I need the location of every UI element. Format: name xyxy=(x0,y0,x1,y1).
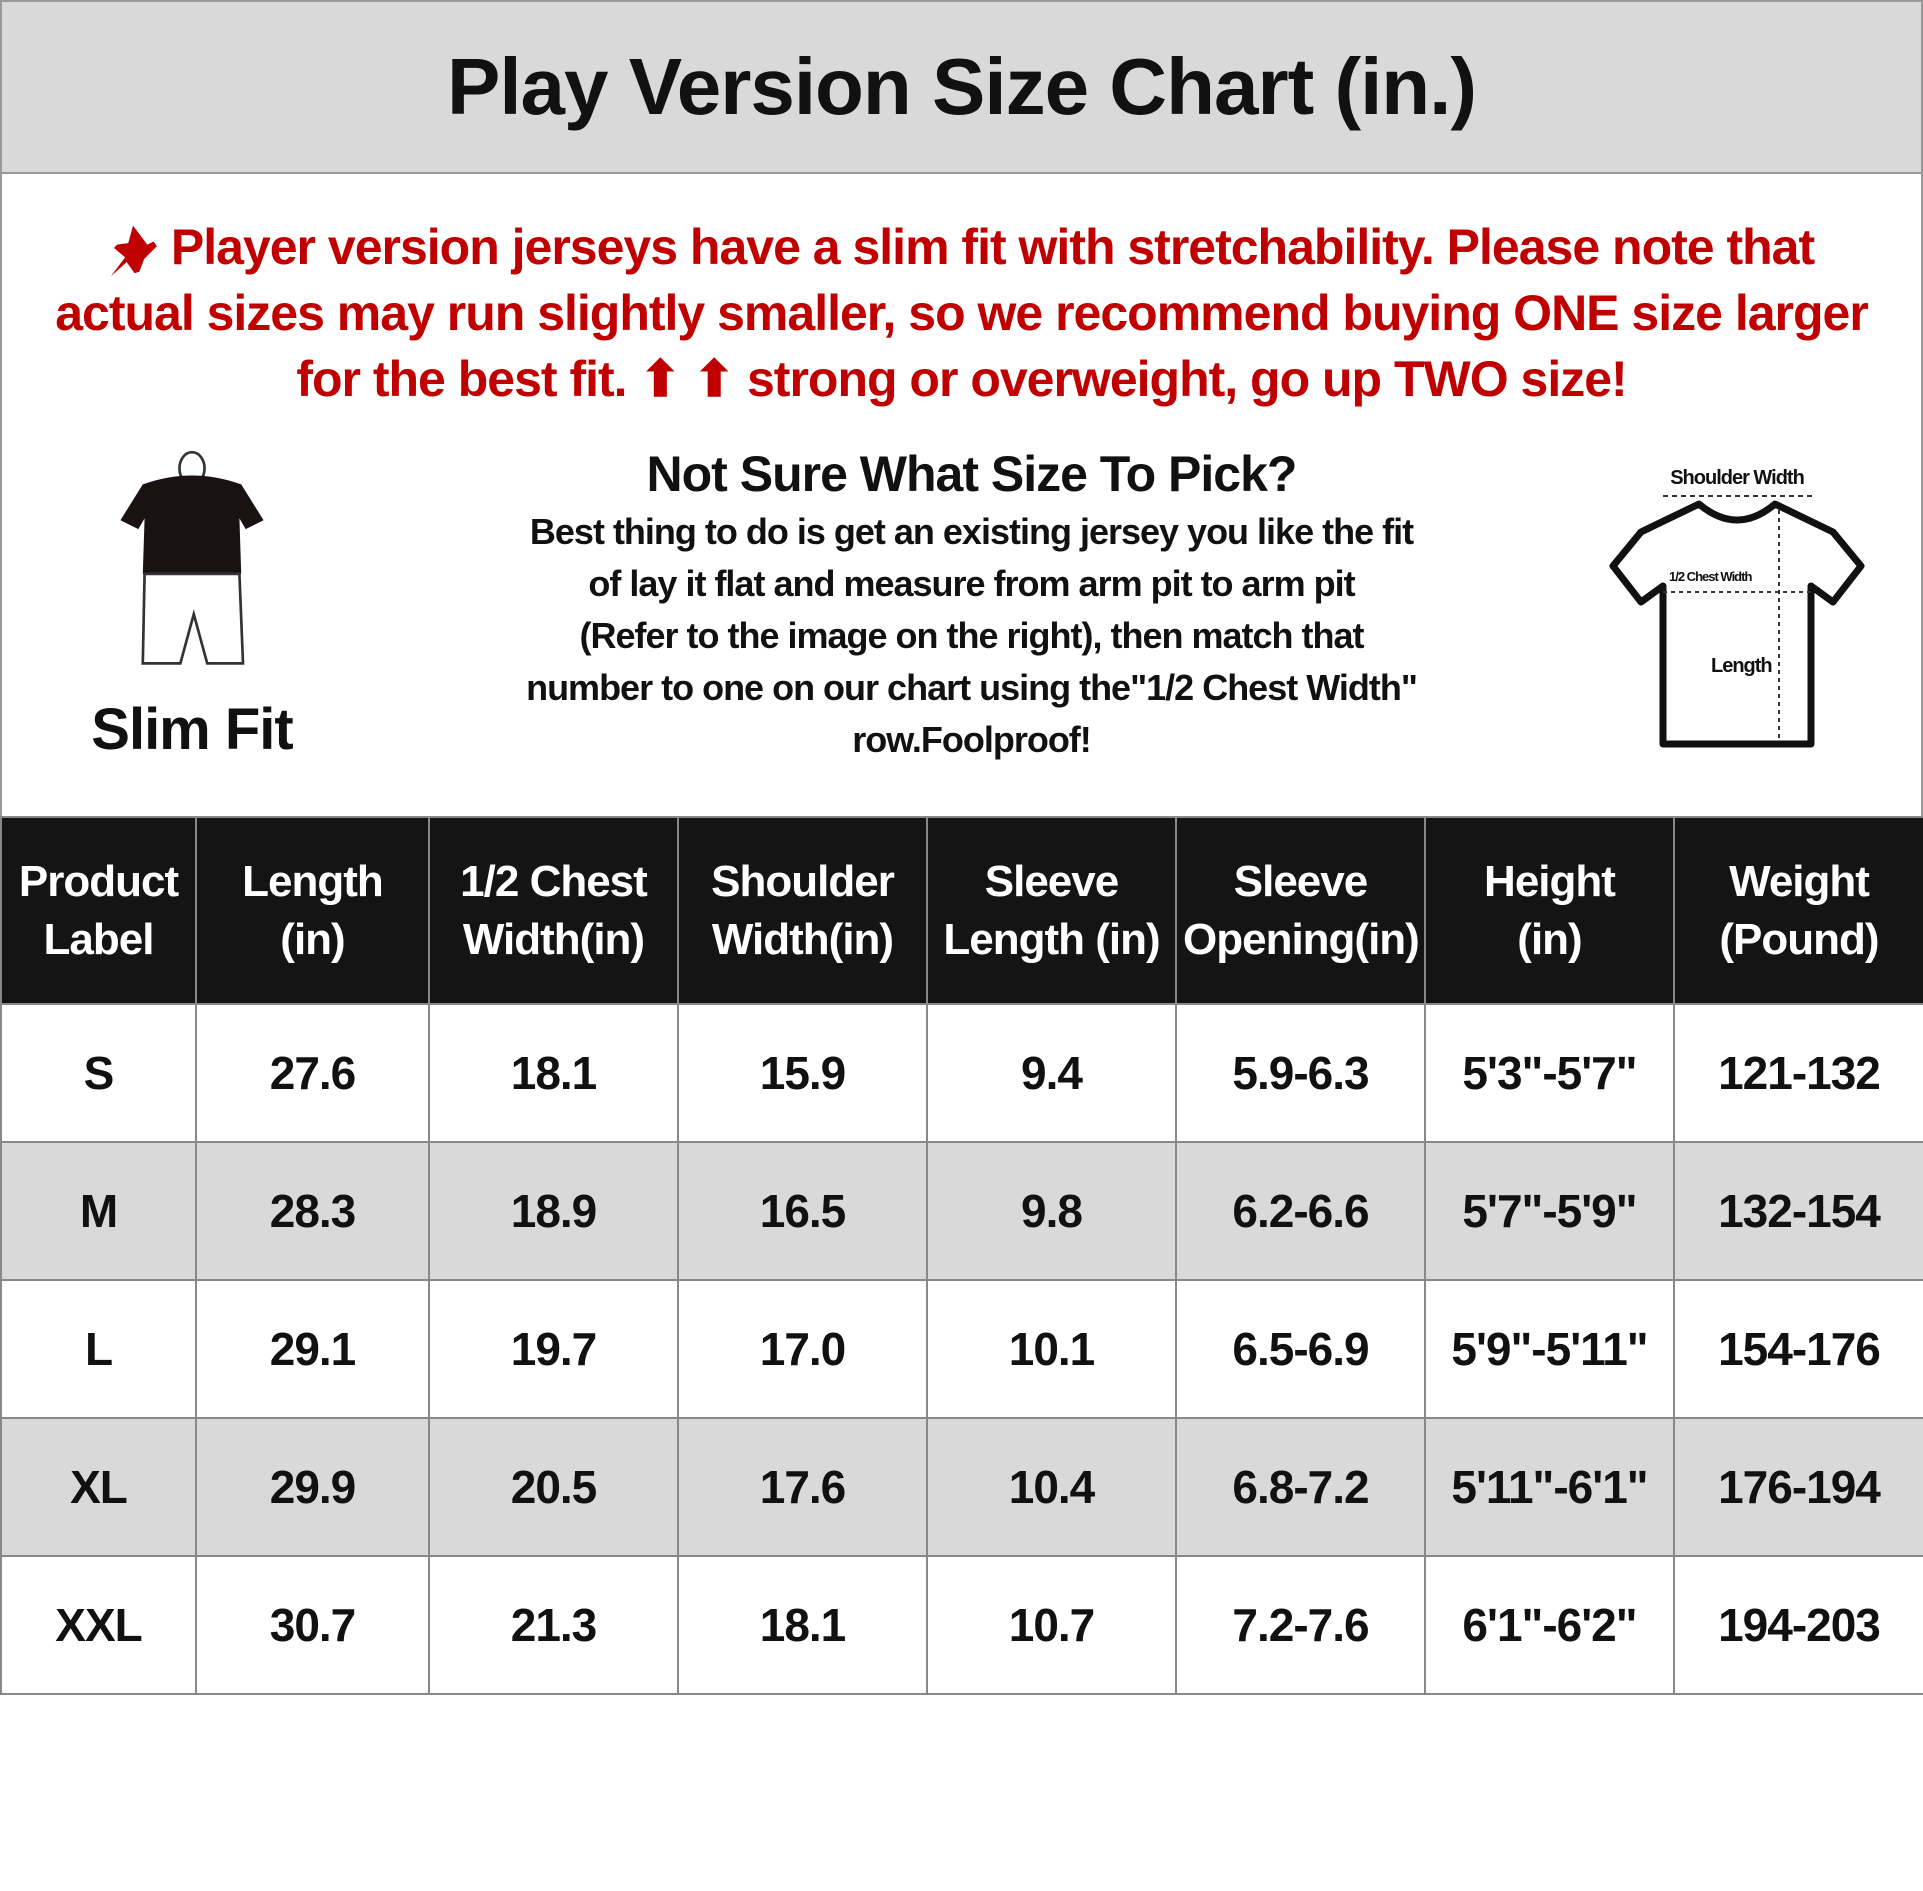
length-label: Length xyxy=(1711,655,1772,677)
table-cell: 28.3 xyxy=(195,1141,430,1281)
table-cell: 5'7"-5'9" xyxy=(1424,1141,1675,1281)
table-cell: 6.8-7.2 xyxy=(1175,1417,1426,1557)
tshirt-measure-icon: Shoulder Width 1/2 Chest Width Length xyxy=(1609,467,1865,748)
size-label-cell: XXL xyxy=(0,1555,197,1695)
table-cell: 6'1"-6'2" xyxy=(1424,1555,1675,1695)
shoulder-width-label: Shoulder Width xyxy=(1670,467,1804,489)
table-cell: 5'3"-5'7" xyxy=(1424,1003,1675,1143)
help-line: of lay it flat and measure from arm pit … xyxy=(588,563,1355,604)
table-cell: 10.7 xyxy=(926,1555,1177,1695)
table-cell: 10.1 xyxy=(926,1279,1177,1419)
table-row: M 28.3 18.9 16.5 9.8 6.2-6.6 5'7"-5'9" 132-154 xyxy=(0,1141,1923,1281)
page-title: Play Version Size Chart (in.) xyxy=(0,0,1923,174)
table-cell: 30.7 xyxy=(195,1555,430,1695)
notice-line: actual sizes may run slightly smaller, s… xyxy=(55,285,1869,341)
mannequin-icon xyxy=(120,450,264,665)
table-row: L 29.1 19.7 17.0 10.1 6.5-6.9 5'9"-5'11" 154-17… xyxy=(0,1279,1923,1419)
table-cell: 5.9-6.3 xyxy=(1175,1003,1426,1143)
table-cell: 194-203 xyxy=(1673,1555,1923,1695)
table-cell: 27.6 xyxy=(195,1003,430,1143)
table-cell: 19.7 xyxy=(428,1279,679,1419)
table-cell: 9.4 xyxy=(926,1003,1177,1143)
table-row: S 27.6 18.1 15.9 9.4 5.9-6.3 5'3"-5'7" 121-132 xyxy=(0,1003,1923,1143)
column-header: Sleeve Opening(in) xyxy=(1175,816,1426,1005)
table-cell: 18.9 xyxy=(428,1141,679,1281)
table-cell: 5'9"-5'11" xyxy=(1424,1279,1675,1419)
notice-section: Player version jerseys have a slim fit w… xyxy=(0,174,1923,816)
table-cell: 5'11"-6'1" xyxy=(1424,1417,1675,1557)
size-label-cell: L xyxy=(0,1279,197,1419)
size-table: Product Label Length (in) 1/2 Chest Width(in)… xyxy=(0,816,1923,1695)
help-line: (Refer to the image on the right), then … xyxy=(579,615,1364,656)
table-row: XL 29.9 20.5 17.6 10.4 6.8-7.2 5'11"-6'1" 176-1… xyxy=(0,1417,1923,1557)
table-cell: 17.6 xyxy=(677,1417,928,1557)
column-header: Shoulder Width(in) xyxy=(677,816,928,1005)
table-cell: 21.3 xyxy=(428,1555,679,1695)
table-cell: 176-194 xyxy=(1673,1417,1923,1557)
table-cell: 7.2-7.6 xyxy=(1175,1555,1426,1695)
help-line: row.Foolproof! xyxy=(852,719,1092,760)
column-header: Height (in) xyxy=(1424,816,1675,1005)
table-cell: 121-132 xyxy=(1673,1003,1923,1143)
size-label-cell: S xyxy=(0,1003,197,1143)
table-row: XXL 30.7 21.3 18.1 10.7 7.2-7.6 6'1"-6'2" 194-2… xyxy=(0,1555,1923,1695)
table-cell: 132-154 xyxy=(1673,1141,1923,1281)
size-label-cell: XL xyxy=(0,1417,197,1557)
size-help: Not Sure What Size To Pick? Best thing t… xyxy=(422,442,1522,766)
table-cell: 6.2-6.6 xyxy=(1175,1141,1426,1281)
size-label-cell: M xyxy=(0,1141,197,1281)
table-cell: 15.9 xyxy=(677,1003,928,1143)
pushpin-icon xyxy=(110,225,157,277)
table-cell: 17.0 xyxy=(677,1279,928,1419)
help-heading: Not Sure What Size To Pick? xyxy=(646,446,1298,502)
table-header: Product Label Length (in) 1/2 Chest Width(in)… xyxy=(0,816,1923,1005)
table-cell: 18.1 xyxy=(677,1555,928,1695)
table-cell: 20.5 xyxy=(428,1417,679,1557)
table-cell: 154-176 xyxy=(1673,1279,1923,1419)
notice-line: Player version jerseys have a slim fit w… xyxy=(32,214,1891,280)
table-cell: 10.4 xyxy=(926,1417,1177,1557)
table-cell: 6.5-6.9 xyxy=(1175,1279,1426,1419)
table-cell: 18.1 xyxy=(428,1003,679,1143)
table-cell: 29.1 xyxy=(195,1279,430,1419)
column-header: 1/2 Chest Width(in) xyxy=(428,816,679,1005)
chest-width-label: 1/2 Chest Width xyxy=(1669,569,1752,584)
table-cell: 29.9 xyxy=(195,1417,430,1557)
column-header: Length (in) xyxy=(195,816,430,1005)
column-header: Weight (Pound) xyxy=(1673,816,1923,1005)
help-line: Best thing to do is get an existing jers… xyxy=(529,511,1414,552)
help-line: number to one on our chart using the"1/2… xyxy=(526,667,1418,708)
table-cell: 16.5 xyxy=(677,1141,928,1281)
table-cell: 9.8 xyxy=(926,1141,1177,1281)
notice-line: for the best fit. ⬆ ⬆ strong or overweig… xyxy=(296,351,1627,407)
fit-label: Slim Fit xyxy=(91,696,293,762)
column-header: Product Label xyxy=(0,816,197,1005)
column-header: Sleeve Length (in) xyxy=(926,816,1177,1005)
